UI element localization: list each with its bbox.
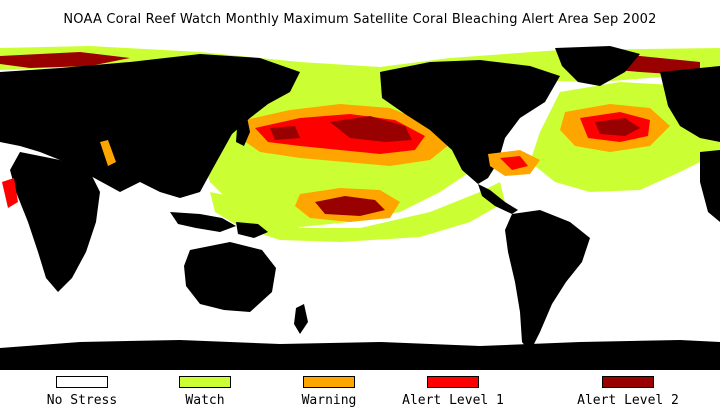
land-eurasia — [0, 54, 300, 198]
map-title: NOAA Coral Reef Watch Monthly Maximum Sa… — [63, 12, 657, 27]
land-australia — [184, 242, 276, 312]
west-africa-alert — [2, 178, 18, 208]
legend-item-no-stress: No Stress — [22, 376, 142, 408]
legend-label-no-stress: No Stress — [46, 393, 118, 408]
legend-swatch-no-stress — [56, 376, 108, 388]
legend-item-alert-level-1: Alert Level 1 — [393, 376, 513, 408]
land-central-america — [478, 184, 518, 214]
land-africa — [10, 152, 100, 292]
equatorial-pacific-watch — [210, 182, 505, 242]
legend-label-alert-level-1: Alert Level 1 — [402, 393, 504, 408]
land-europe-east — [660, 66, 720, 142]
legend-label-warning: Warning — [301, 393, 357, 408]
land-antarctica — [0, 340, 720, 370]
legend-swatch-watch — [179, 376, 231, 388]
land-africa-east — [700, 150, 720, 222]
legend: No Stress Watch Warning Alert Level 1 Al… — [0, 372, 720, 411]
legend-item-alert-level-2: Alert Level 2 — [568, 376, 688, 408]
legend-label-alert-level-2: Alert Level 2 — [577, 393, 679, 408]
legend-item-warning: Warning — [269, 376, 389, 408]
land-indonesia — [170, 212, 236, 232]
north-atlantic-alert2 — [595, 118, 640, 136]
land-greenland — [555, 46, 640, 86]
red-sea-alert — [100, 140, 116, 166]
legend-swatch-alert-level-1 — [427, 376, 479, 388]
northern-alert-band — [0, 52, 700, 76]
land-uk — [18, 100, 32, 122]
legend-swatch-alert-level-2 — [602, 376, 654, 388]
legend-label-watch: Watch — [185, 393, 225, 408]
land-north-america — [380, 60, 560, 184]
world-map — [0, 42, 720, 370]
north-pacific-alert2 — [270, 116, 412, 142]
central-pacific-alert2 — [315, 196, 385, 216]
land-new-zealand — [294, 304, 308, 334]
legend-item-watch: Watch — [145, 376, 265, 408]
land-new-guinea — [236, 222, 268, 238]
land-japan — [236, 112, 250, 146]
land-south-america — [505, 210, 590, 352]
caribbean-alert1 — [500, 156, 528, 170]
legend-swatch-warning — [303, 376, 355, 388]
